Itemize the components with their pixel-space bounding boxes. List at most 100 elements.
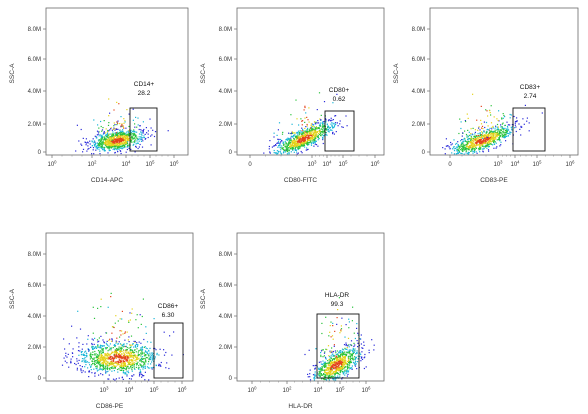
event-dot [497,138,499,141]
event-dot [140,373,142,375]
event-dot [482,141,484,143]
event-dot [480,144,482,146]
event-dot [335,352,337,354]
event-dot [486,131,488,133]
event-dot [290,135,292,137]
event-dot [298,146,300,148]
event-dot [331,373,333,375]
event-dot [278,144,280,147]
event-dot [296,139,298,141]
event-dot [269,152,271,154]
event-dot [456,142,458,144]
event-dot [478,137,480,139]
event-dot [123,350,125,352]
event-dot [345,344,347,346]
event-dot [127,359,129,361]
event-dot [314,376,316,379]
event-dot [357,332,359,334]
event-dot [76,358,78,360]
event-dot [299,143,301,146]
event-dot [102,339,104,341]
event-dot [140,140,143,142]
event-dot [347,350,349,352]
event-dot [108,357,110,359]
event-dot [137,117,139,119]
event-dot [470,149,472,151]
event-dot [89,143,91,145]
event-dot [280,153,283,155]
event-dot [102,363,104,365]
event-dot [342,373,344,375]
event-dot [325,134,327,136]
event-dot [150,135,152,137]
event-dot [277,142,279,144]
event-dot [364,356,366,358]
event-dot [142,368,144,370]
event-dot [131,367,133,369]
event-dot [341,359,343,361]
event-dot [306,147,308,149]
event-dot [319,118,321,120]
event-dot [323,101,326,103]
event-dot [484,140,486,142]
event-dot [118,143,120,145]
event-dot [151,359,153,361]
event-dot [326,123,328,125]
event-dot [320,369,322,371]
event-dot [142,140,144,142]
event-dot [505,133,507,136]
event-dot [316,128,318,130]
event-dot [498,133,500,135]
event-dot [138,375,141,377]
event-dot [96,368,98,370]
event-dot [149,352,151,354]
event-dot [333,355,335,357]
event-dot [296,138,298,140]
event-dot [99,355,101,357]
event-dot [469,141,471,143]
event-dot [486,130,488,132]
event-dot [455,146,457,148]
event-dot [343,359,346,361]
event-dot [125,135,127,137]
event-dot [104,136,106,138]
event-dot [314,373,316,375]
event-dot [77,350,80,352]
event-dot [76,369,78,371]
event-dot [115,132,117,134]
event-dot [70,358,72,360]
event-dot [118,346,120,348]
event-dot [319,123,321,126]
event-dot [102,139,104,141]
event-dot [324,362,326,364]
event-dot [116,124,118,126]
event-dot [106,344,109,346]
event-dot [119,123,121,125]
event-dot [92,345,94,348]
event-dot [109,140,111,142]
event-dot [322,349,324,351]
event-dot [125,151,127,153]
event-dot [130,355,132,357]
event-dot [322,139,324,141]
event-dot [300,137,302,139]
event-dot [122,333,124,335]
event-dot [80,351,82,354]
y-tick-label: 0 [38,376,42,382]
event-dot [348,321,350,323]
event-dot [101,130,103,132]
event-dot [117,356,119,358]
event-dot [336,357,338,359]
event-dot [142,132,144,134]
event-dot [330,117,332,119]
event-dot [506,125,509,127]
event-dot [293,137,295,140]
event-dot [297,133,299,135]
event-dot [314,131,316,133]
event-dot [318,131,320,133]
event-dot [314,139,316,141]
event-dot [292,149,294,151]
event-dot [471,140,473,142]
event-dot [133,358,135,360]
event-dot [93,153,95,155]
